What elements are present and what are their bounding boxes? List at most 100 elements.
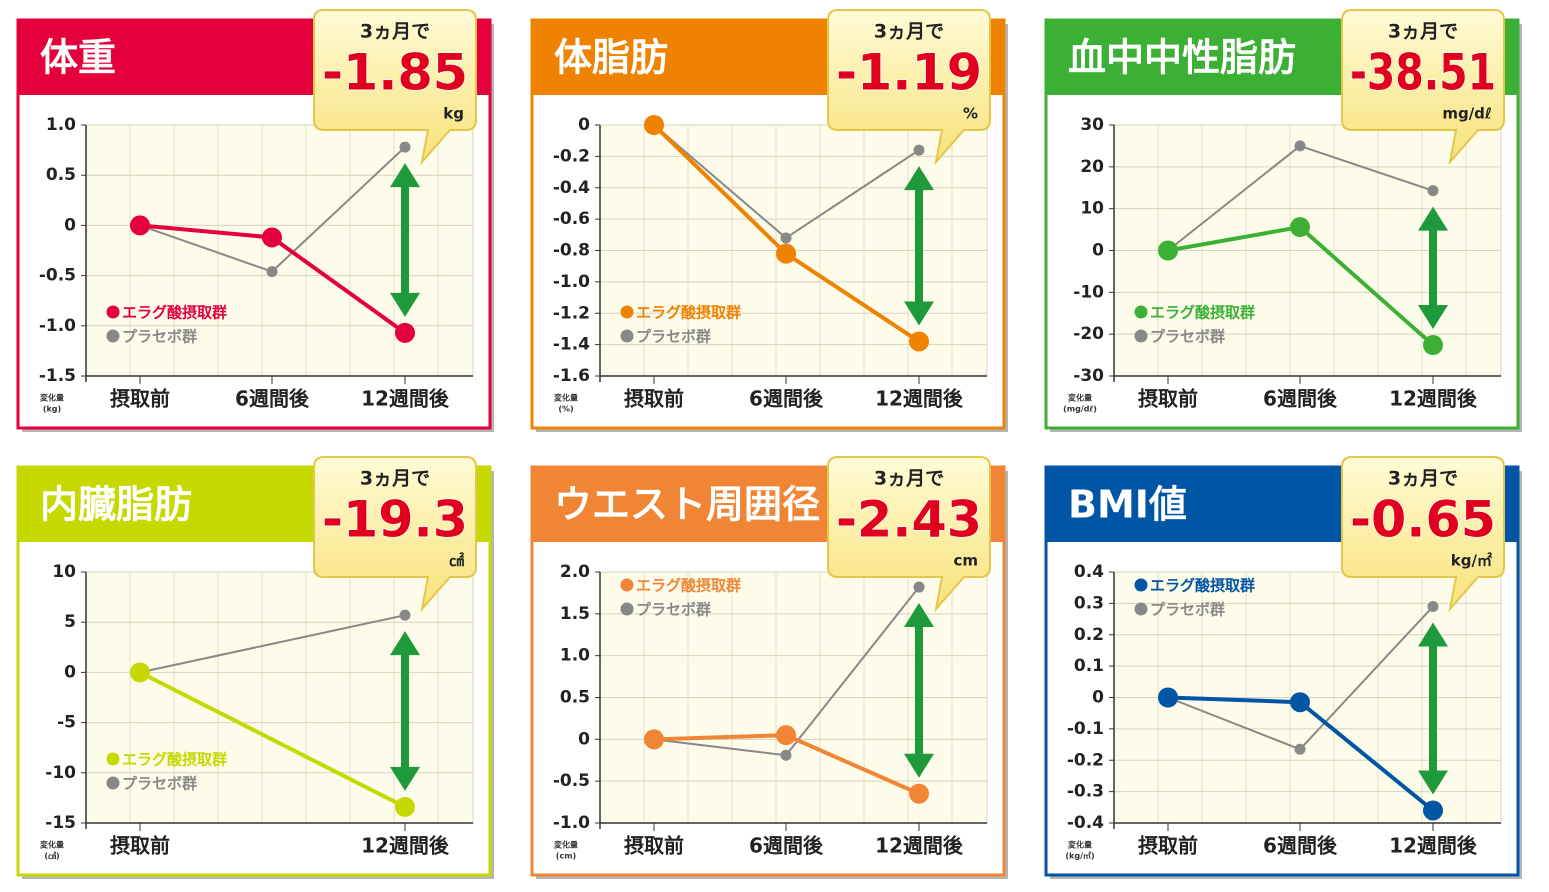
y-tick-label: -0.6 — [553, 209, 590, 229]
y-tick-label: 0 — [1092, 241, 1104, 261]
arrow-head — [1418, 622, 1448, 647]
legend-marker — [620, 305, 634, 319]
chart-panel: 体重 -1.5 -1.0 -0.5 0 0.5 1.0 摂取前 6週間後 12週間後 変化量 (kg)… — [16, 9, 494, 432]
y-axis-unit: (cm) — [556, 852, 576, 861]
series-point — [776, 725, 796, 746]
y-tick-label: 10 — [52, 562, 76, 582]
callout-unit: cm — [953, 552, 978, 570]
y-tick-label: 1.5 — [560, 604, 590, 624]
chart-panel: 体脂肪 -1.6 -1.4 -1.2 -1.0 -0.8 -0.6 -0.4 -0.2 0 摂取前 6… — [530, 9, 1008, 432]
series-line — [1299, 605, 1434, 750]
series-point — [1423, 800, 1443, 821]
callout-lead: 3ヵ月で — [1388, 468, 1458, 490]
series-line — [784, 251, 921, 344]
callout-value: -0.65 — [1350, 491, 1496, 549]
series-point — [1427, 185, 1439, 197]
callout-unit: kg — [443, 105, 464, 123]
series-point — [776, 243, 796, 264]
series-point — [909, 783, 929, 804]
y-tick-label: 0 — [578, 729, 590, 749]
series-line — [139, 224, 273, 273]
legend-marker — [106, 305, 120, 319]
arrow-head — [390, 163, 420, 188]
x-tick-label: 12週間後 — [361, 834, 450, 858]
series-point — [644, 115, 664, 135]
y-tick-label: 0.5 — [46, 165, 76, 185]
y-tick-label: -0.3 — [1067, 782, 1104, 802]
y-tick-label: -0.2 — [1067, 750, 1104, 770]
arrow-head — [1418, 206, 1448, 231]
x-tick-label: 12週間後 — [1389, 834, 1478, 858]
legend-label: エラグ酸摂取群 — [122, 304, 227, 322]
callout-box — [827, 456, 991, 613]
x-tick-label: 摂取前 — [110, 834, 170, 858]
y-tick-label: 0 — [578, 115, 590, 135]
x-tick-label: 摂取前 — [110, 387, 170, 411]
legend-label: プラセボ群 — [636, 601, 711, 619]
x-tick-label: 6週間後 — [235, 387, 310, 411]
panel-title: 内臓脂肪 — [40, 483, 192, 527]
legend-marker — [106, 752, 120, 766]
y-tick-label: -0.8 — [553, 241, 590, 261]
series-point — [780, 749, 792, 761]
series-line — [139, 223, 273, 240]
y-tick-label: 0 — [1092, 688, 1104, 708]
y-tick-label: 0.1 — [1074, 656, 1104, 676]
arrow-head — [1418, 305, 1448, 330]
series-point — [1290, 217, 1310, 238]
y-tick-label: -5 — [57, 713, 76, 733]
legend-marker — [106, 776, 120, 790]
legend-marker — [106, 329, 120, 343]
callout-box — [827, 9, 991, 166]
x-tick-label: 摂取前 — [624, 834, 684, 858]
callout-lead: 3ヵ月で — [874, 468, 944, 490]
series-point — [1423, 335, 1443, 356]
series-line — [270, 235, 407, 335]
y-tick-label: -1.0 — [553, 813, 590, 833]
legend-marker — [1134, 578, 1148, 592]
y-axis-label: 変化量 — [554, 393, 578, 403]
series-line — [1167, 145, 1301, 252]
chart-panel: BMI値 -0.4 -0.3 -0.2 -0.1 0 0.1 0.2 0.3 0.4 摂取前 6週間後… — [1044, 456, 1522, 879]
legend-marker — [1134, 329, 1148, 343]
legend-label: プラセボ群 — [1150, 601, 1225, 619]
callout-box — [1341, 456, 1505, 613]
x-tick-label: 6週間後 — [1263, 387, 1338, 411]
callout-box — [313, 9, 477, 166]
y-tick-label: -0.4 — [553, 178, 590, 198]
series-point — [130, 662, 150, 683]
callout-unit: % — [963, 105, 978, 123]
panel-title: 体脂肪 — [554, 36, 668, 80]
callout-lead: 3ヵ月で — [360, 21, 430, 43]
series-point — [1294, 743, 1306, 755]
callout-lead: 3ヵ月で — [874, 21, 944, 43]
legend-label: エラグ酸摂取群 — [122, 751, 227, 769]
series-point — [644, 729, 664, 750]
x-tick-label: 摂取前 — [624, 387, 684, 411]
legend-marker — [620, 329, 634, 343]
series-line — [652, 123, 788, 256]
series-point — [780, 232, 792, 244]
y-axis-label: 変化量 — [40, 393, 64, 403]
y-tick-label: -0.2 — [553, 146, 590, 166]
y-tick-label: 10 — [1080, 199, 1104, 219]
series-line — [1167, 695, 1301, 705]
series-line — [1167, 225, 1301, 253]
x-tick-label: 摂取前 — [1138, 834, 1198, 858]
series-line — [1167, 696, 1301, 751]
x-tick-label: 12週間後 — [1389, 387, 1478, 411]
arrow-head — [904, 166, 934, 191]
legend-label: エラグ酸摂取群 — [1150, 577, 1255, 595]
callout-value: -19.3 — [322, 491, 468, 549]
series-line — [653, 733, 787, 742]
legend-label: エラグ酸摂取群 — [636, 577, 741, 595]
y-tick-label: -15 — [45, 813, 76, 833]
y-tick-label: -0.1 — [1067, 719, 1104, 739]
y-tick-label: -10 — [45, 763, 76, 783]
y-tick-label: 30 — [1080, 115, 1104, 135]
y-tick-label: 5 — [64, 612, 76, 632]
y-tick-label: 20 — [1080, 157, 1104, 177]
series-point — [266, 266, 278, 278]
callout-value: -2.43 — [836, 491, 982, 549]
x-tick-label: 12週間後 — [361, 387, 450, 411]
